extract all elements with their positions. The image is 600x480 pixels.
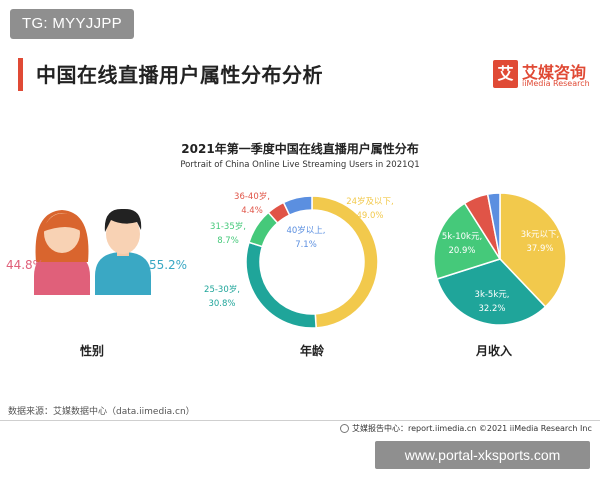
report-center-icon [340,424,349,433]
income-label-1: 3k-5k元, [475,290,510,300]
age-label-4: 40岁以上, [286,225,325,236]
age-label-1: 25-30岁, [204,284,240,295]
gender-chart-label: 性别 [80,344,105,358]
income-slice-0 [499,192,567,308]
female-user-icon [34,210,90,295]
chart-canvas: 44.8% 55.2% 24岁及以下, 49.0% 25-30岁, 30.8% 31-35岁… [6,191,567,329]
logo-mark-icon: 艾 [493,60,518,88]
age-slice-4 [282,195,313,217]
age-label-0: 24岁及以下, [346,196,394,207]
income-chart-label: 月收入 [476,344,513,358]
chart-subtitle: Portrait of China Online Live Streaming … [180,160,420,170]
age-label-2: 31-35岁, [210,221,246,232]
income-label-2: 5k-10k元, [442,232,482,242]
person-body [34,252,90,295]
person-body [95,252,151,295]
tg-badge: TG: MYYJJPP [10,9,134,39]
age-label-3: 36-40岁, [234,191,270,202]
age-chart-label: 年龄 [300,344,325,358]
footer-text: 艾媒报告中心：report.iimedia.cn ©2021 iiMedia R… [352,424,592,433]
income-slice-1 [436,258,547,326]
data-source: 数据来源：艾媒数据中心（data.iimedia.cn） [8,407,195,417]
person-hair [104,208,142,232]
female-percent-label: 44.8% [6,258,44,272]
income-slice-4 [486,192,501,260]
logo-name: 艾媒咨询 [522,63,587,82]
person-face [106,214,140,254]
age-slice-1 [245,241,317,329]
income-value-2: 20.9% [448,246,475,256]
male-percent-label: 55.2% [149,258,187,272]
logo-subtitle: iiMedia Research [522,79,590,88]
income-value-0: 37.9% [526,244,553,254]
age-value-0: 49.0% [356,211,383,221]
age-value-1: 30.8% [208,299,235,309]
chart-title: 2021年第一季度中国在线直播用户属性分布 [181,142,419,156]
income-value-1: 32.2% [478,304,505,314]
footer-credit: 艾媒报告中心：report.iimedia.cn ©2021 iiMedia R… [340,423,592,434]
watermark-url: www.portal-xksports.com [375,441,590,469]
age-value-4: 7.1% [295,240,317,250]
page-title: 中国在线直播用户属性分布分析 [36,63,323,87]
brand-logo: 艾 艾媒咨询 iiMedia Research [493,60,593,94]
income-slice-2 [433,202,502,280]
age-value-3: 4.4% [241,206,263,216]
title-accent-bar [18,58,23,91]
age-value-2: 8.7% [217,236,239,246]
person-bangs [42,213,82,232]
male-user-icon [95,208,151,295]
income-label-0: 3k元以下, [521,230,560,240]
footer-divider [0,420,600,421]
